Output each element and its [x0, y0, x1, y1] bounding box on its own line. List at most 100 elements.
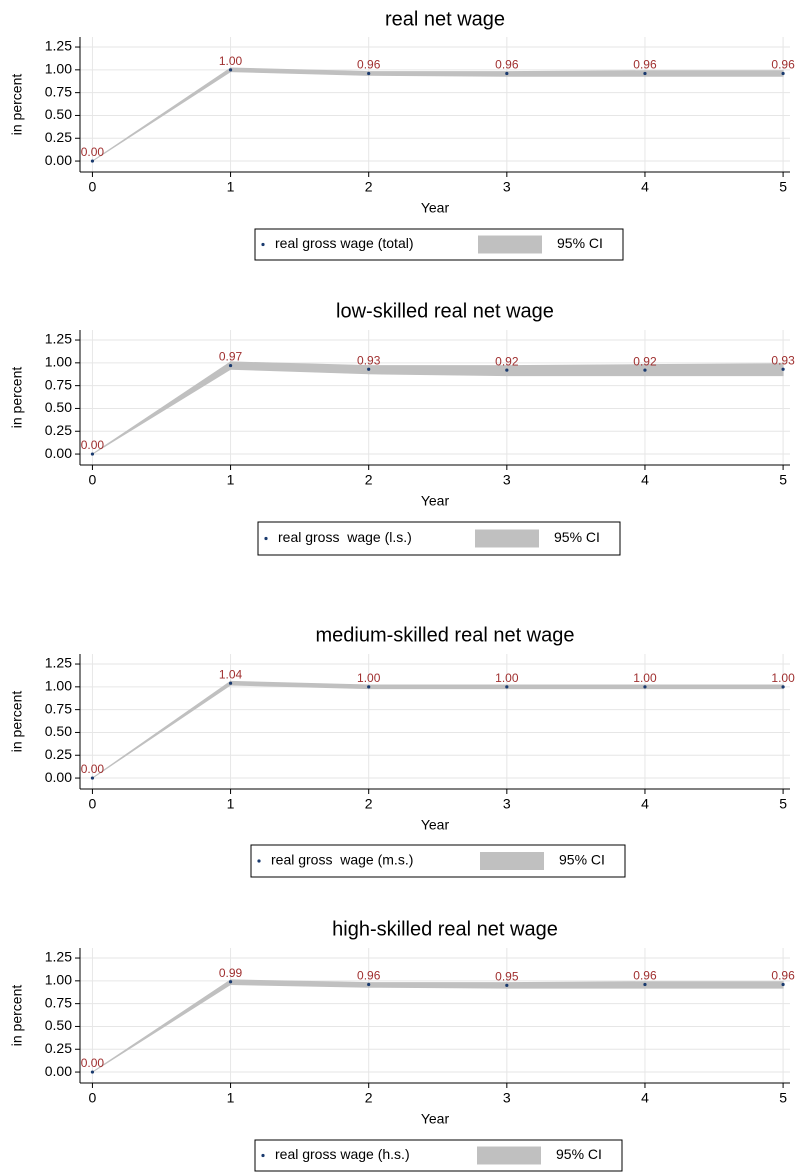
value-label: 1.00: [771, 671, 795, 685]
y-tick-label: 0.75: [45, 994, 72, 1010]
point: [228, 681, 233, 685]
point: [505, 368, 509, 372]
legend-label: real gross wage (m.s.): [271, 852, 413, 868]
ci-band: [644, 684, 784, 690]
y-tick-label: 0.50: [45, 106, 72, 122]
y-tick-label: 1.00: [45, 972, 72, 988]
point: [228, 68, 233, 72]
x-tick-label: 5: [779, 179, 787, 195]
y-tick-label: 1.25: [45, 949, 72, 965]
y-axis-label: in percent: [9, 691, 25, 753]
y-tick-label: 0.75: [45, 700, 72, 716]
legend-ci-swatch: [480, 852, 544, 870]
y-tick-label: 0.25: [45, 1040, 72, 1056]
x-axis-label: Year: [421, 1111, 450, 1127]
point: [90, 452, 95, 456]
y-tick-label: 1.25: [45, 38, 72, 54]
y-tick-label: 0.50: [45, 399, 72, 415]
value-label: 0.96: [495, 58, 519, 72]
x-tick-label: 2: [365, 179, 373, 195]
x-tick-label: 0: [89, 472, 97, 488]
value-label: 0.00: [81, 145, 105, 159]
ci-band: [506, 684, 646, 690]
y-axis-label: in percent: [9, 985, 25, 1047]
legend-label: real gross wage (total): [275, 235, 414, 251]
value-label: 0.99: [219, 966, 243, 980]
legend-label: 95% CI: [556, 1146, 602, 1162]
x-tick-label: 5: [779, 472, 787, 488]
y-tick-label: 1.25: [45, 655, 72, 671]
point: [643, 71, 647, 76]
y-axis-label: in percent: [9, 367, 25, 429]
value-label: 0.92: [633, 354, 657, 368]
x-tick-label: 1: [227, 796, 235, 812]
x-tick-label: 3: [503, 472, 511, 488]
legend-marker: [261, 242, 265, 247]
ci-band: [368, 982, 508, 989]
legend-box: [250, 844, 626, 878]
value-label: 0.96: [357, 969, 381, 983]
x-tick-label: 5: [779, 796, 787, 812]
x-tick-label: 1: [227, 179, 235, 195]
y-tick-label: 0.25: [45, 129, 72, 145]
point: [643, 982, 647, 987]
legend-label: 95% CI: [559, 852, 605, 868]
chart-title: low-skilled real net wage: [336, 300, 554, 322]
point: [505, 71, 509, 76]
value-label: 0.96: [771, 969, 795, 983]
ci-band: [368, 365, 508, 377]
value-label: 0.96: [633, 58, 657, 72]
value-label: 0.93: [357, 353, 381, 367]
ci-band: [368, 71, 508, 77]
y-tick-label: 1.00: [45, 354, 72, 370]
x-tick-label: 3: [503, 796, 511, 812]
value-label: 0.95: [495, 970, 519, 984]
x-tick-label: 4: [641, 179, 649, 195]
x-tick-label: 2: [365, 796, 373, 812]
point: [228, 980, 233, 984]
ci-band: [506, 364, 646, 377]
y-tick-label: 0.75: [45, 376, 72, 392]
point: [90, 776, 95, 780]
x-tick-label: 5: [779, 1090, 787, 1106]
y-tick-label: 0.50: [45, 723, 72, 739]
value-label: 0.96: [771, 58, 795, 72]
y-tick-label: 1.00: [45, 61, 72, 77]
legend-label: real gross wage (l.s.): [278, 529, 412, 545]
value-label: 1.04: [219, 667, 243, 681]
legend-ci-swatch: [477, 1146, 541, 1165]
point: [367, 982, 371, 987]
ci-band: [368, 684, 508, 690]
ci-band: [506, 981, 646, 989]
legend-marker: [257, 859, 261, 863]
y-tick-label: 0.00: [45, 445, 72, 461]
x-tick-label: 4: [641, 796, 649, 812]
value-label: 0.00: [81, 1056, 105, 1070]
x-tick-label: 1: [227, 1090, 235, 1106]
point: [643, 685, 647, 689]
value-label: 1.00: [219, 54, 243, 68]
legend-label: 95% CI: [557, 235, 603, 251]
ci-band: [230, 680, 370, 690]
x-tick-label: 2: [365, 1090, 373, 1106]
x-tick-label: 0: [89, 179, 97, 195]
legend-label: 95% CI: [554, 529, 600, 545]
x-tick-label: 4: [641, 1090, 649, 1106]
value-label: 0.00: [81, 762, 105, 776]
point: [90, 159, 95, 163]
value-label: 1.00: [495, 671, 519, 685]
ci-band: [230, 67, 370, 76]
legend-marker: [264, 536, 268, 541]
point: [505, 685, 509, 689]
value-label: 0.96: [357, 58, 381, 72]
chart-title: medium-skilled real net wage: [315, 624, 574, 646]
value-label: 1.00: [633, 671, 657, 685]
point: [781, 71, 785, 76]
x-tick-label: 3: [503, 1090, 511, 1106]
x-axis-label: Year: [421, 493, 450, 509]
value-label: 0.00: [81, 438, 105, 452]
x-tick-label: 0: [89, 796, 97, 812]
point: [781, 982, 785, 987]
y-tick-label: 0.00: [45, 769, 72, 785]
